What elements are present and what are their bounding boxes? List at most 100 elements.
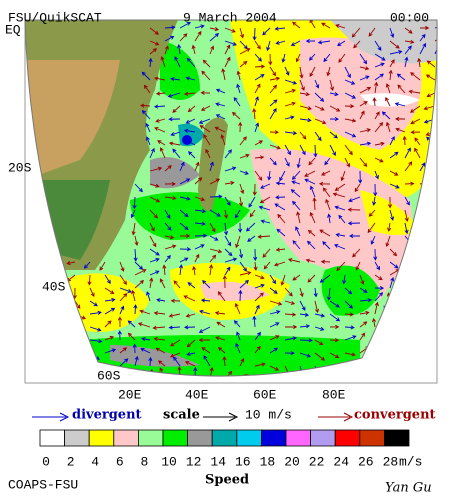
wind-arrow xyxy=(389,277,395,289)
wind-arrow xyxy=(164,254,171,263)
wind-arrow xyxy=(314,79,320,89)
wind-arrow xyxy=(354,183,361,193)
wind-arrow xyxy=(179,178,191,185)
wind-arrow xyxy=(269,274,277,285)
wind-arrow xyxy=(306,240,316,250)
wind-arrow xyxy=(159,147,166,159)
wind-arrow xyxy=(104,320,112,328)
wind-arrow xyxy=(239,196,244,207)
wind-arrow xyxy=(324,157,331,166)
wind-arrow xyxy=(404,56,409,68)
wind-arrow xyxy=(132,196,137,210)
wind-arrow xyxy=(159,278,166,289)
wind-arrow xyxy=(312,197,317,211)
wind-arrow xyxy=(131,222,136,236)
wind-arrow xyxy=(252,183,257,196)
wind-arrow xyxy=(179,209,189,218)
colorbar: 0 2 4 6 8 10 12 14 16 18 20 22 24 26 28 m/s xyxy=(39,429,422,469)
wind-arrow xyxy=(344,79,356,85)
wind-arrow xyxy=(194,177,203,185)
wind-arrow xyxy=(308,53,316,61)
wind-arrow xyxy=(389,59,395,68)
wind-arrow xyxy=(198,337,211,343)
colorbar-swatch xyxy=(359,429,385,447)
wind-arrow xyxy=(374,292,384,302)
wind-arrow xyxy=(260,183,271,189)
wind-arrow xyxy=(336,40,346,46)
wind-arrow xyxy=(414,147,421,159)
wind-arrow xyxy=(299,118,312,123)
colorbar-label: 8 xyxy=(140,454,148,469)
wind-arrow xyxy=(89,300,98,307)
wind-arrow xyxy=(252,315,257,328)
map xyxy=(25,20,438,377)
wind-arrow xyxy=(410,130,421,135)
footer-left: COAPS-FSU xyxy=(8,477,78,492)
wind-arrow xyxy=(133,248,138,262)
wind-arrow xyxy=(314,326,325,331)
wind-arrow xyxy=(262,27,271,36)
wind-arrow xyxy=(290,189,301,198)
wind-arrow xyxy=(332,192,346,198)
wind-arrow xyxy=(329,300,340,308)
wind-arrow xyxy=(284,336,298,341)
wind-arrow xyxy=(184,325,196,330)
wind-arrow xyxy=(162,264,167,276)
wind-arrow xyxy=(359,157,368,167)
wind-arrow xyxy=(148,57,153,68)
wind-arrow xyxy=(314,92,325,102)
wind-arrow xyxy=(164,25,176,30)
wind-arrow xyxy=(89,339,103,344)
wind-arrow xyxy=(410,118,421,125)
wind-arrow xyxy=(344,335,357,341)
wind-arrow xyxy=(143,84,151,94)
wind-arrow xyxy=(191,44,196,55)
lat-label: 60S xyxy=(97,368,121,383)
wind-arrow xyxy=(371,317,377,328)
wind-arrow xyxy=(253,248,258,262)
wind-arrow xyxy=(209,161,214,172)
wind-arrow xyxy=(307,229,316,237)
wind-arrow xyxy=(252,108,257,120)
wind-arrow xyxy=(292,240,301,250)
wind-arrow xyxy=(358,170,363,184)
wind-arrow xyxy=(173,356,181,367)
wind-arrow xyxy=(299,131,307,140)
wind-arrow xyxy=(134,183,143,193)
legend-convergent: convergent xyxy=(354,408,436,423)
wind-arrow xyxy=(269,99,278,107)
wind-arrow xyxy=(317,40,331,45)
wind-arrow xyxy=(155,347,166,354)
wind-arrow xyxy=(209,45,215,55)
wind-arrow xyxy=(284,79,298,85)
wind-arrow xyxy=(254,362,266,367)
wind-arrow xyxy=(224,166,237,172)
wind-arrow xyxy=(194,253,200,263)
wind-arrow xyxy=(318,181,331,186)
wind-arrow xyxy=(188,151,196,159)
wind-arrow xyxy=(344,325,355,330)
wind-arrow xyxy=(296,211,301,224)
wind-arrow xyxy=(275,247,286,252)
lon-label: 40E xyxy=(185,387,209,402)
wind-arrow xyxy=(291,180,301,185)
wind-arrow xyxy=(389,183,400,189)
wind-arrow xyxy=(359,66,370,71)
wind-arrow xyxy=(334,205,346,211)
wind-arrow xyxy=(194,233,208,238)
wind-arrow xyxy=(348,196,361,203)
wind-arrow xyxy=(222,356,227,367)
wind-arrow xyxy=(185,118,196,124)
wind-arrow xyxy=(253,261,258,271)
wind-arrow xyxy=(359,87,372,94)
wind-arrow xyxy=(389,136,395,146)
wind-arrow xyxy=(336,261,346,272)
wind-arrow xyxy=(385,235,391,247)
wind-arrow xyxy=(133,304,138,315)
wind-arrow xyxy=(273,261,286,267)
wind-arrow xyxy=(344,157,350,168)
wind-arrow xyxy=(168,313,181,318)
wind-arrow xyxy=(224,248,233,257)
wind-arrow xyxy=(344,104,355,109)
wind-arrow xyxy=(153,336,166,342)
